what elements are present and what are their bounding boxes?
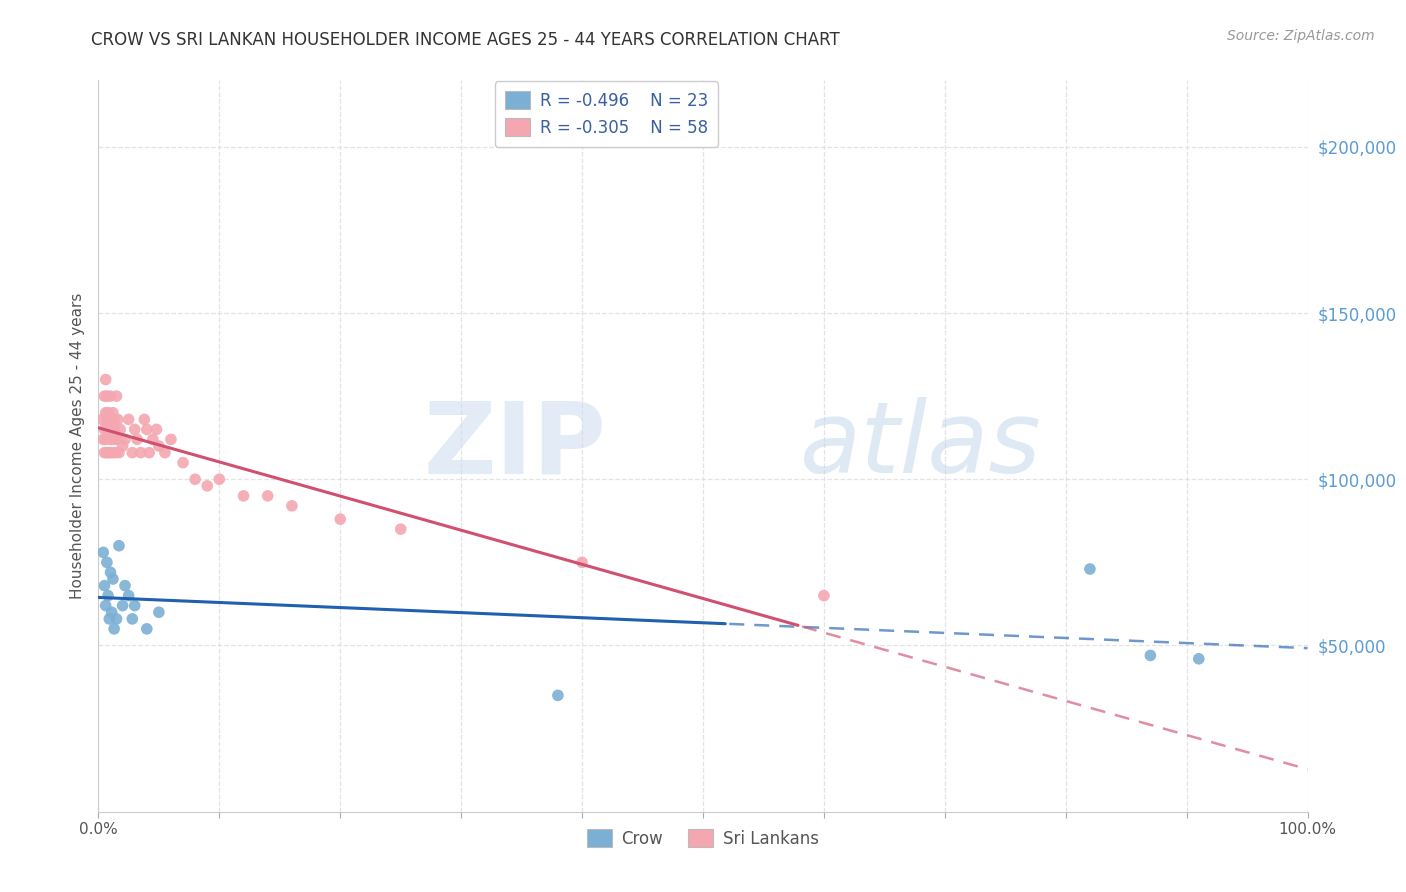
- Point: [145, 422, 167, 436]
- Point: [329, 512, 352, 526]
- Point: [571, 555, 593, 569]
- Point: [93, 579, 115, 593]
- Point: [94, 433, 117, 447]
- Point: [208, 472, 231, 486]
- Point: [97, 422, 120, 436]
- Point: [100, 445, 122, 459]
- Point: [100, 566, 122, 580]
- Text: Source: ZipAtlas.com: Source: ZipAtlas.com: [1227, 29, 1375, 43]
- Point: [172, 456, 194, 470]
- Point: [107, 412, 129, 426]
- Point: [547, 689, 569, 703]
- Point: [94, 406, 117, 420]
- Text: CROW VS SRI LANKAN HOUSEHOLDER INCOME AGES 25 - 44 YEARS CORRELATION CHART: CROW VS SRI LANKAN HOUSEHOLDER INCOME AG…: [91, 31, 841, 49]
- Point: [121, 445, 143, 459]
- Point: [108, 539, 131, 553]
- Point: [111, 599, 134, 613]
- Point: [98, 422, 121, 436]
- Point: [124, 599, 146, 613]
- Point: [813, 589, 835, 603]
- Point: [98, 412, 121, 426]
- Point: [94, 372, 117, 386]
- Text: ZIP: ZIP: [423, 398, 606, 494]
- Point: [93, 422, 115, 436]
- Point: [114, 433, 136, 447]
- Point: [100, 412, 122, 426]
- Point: [127, 433, 149, 447]
- Point: [100, 605, 122, 619]
- Point: [195, 479, 218, 493]
- Point: [97, 589, 120, 603]
- Point: [114, 579, 136, 593]
- Point: [281, 499, 304, 513]
- Point: [105, 433, 128, 447]
- Point: [134, 412, 156, 426]
- Y-axis label: Householder Income Ages 25 - 44 years: Householder Income Ages 25 - 44 years: [69, 293, 84, 599]
- Point: [94, 599, 117, 613]
- Point: [91, 412, 114, 426]
- Text: atlas: atlas: [800, 398, 1042, 494]
- Point: [103, 622, 125, 636]
- Point: [96, 555, 118, 569]
- Point: [153, 445, 176, 459]
- Point: [91, 433, 114, 447]
- Point: [124, 422, 146, 436]
- Point: [118, 412, 141, 426]
- Point: [93, 389, 115, 403]
- Point: [101, 572, 124, 586]
- Point: [100, 433, 122, 447]
- Point: [101, 445, 124, 459]
- Point: [121, 612, 143, 626]
- Point: [96, 412, 118, 426]
- Point: [148, 439, 170, 453]
- Point: [1139, 648, 1161, 663]
- Point: [256, 489, 278, 503]
- Point: [96, 389, 118, 403]
- Point: [148, 605, 170, 619]
- Point: [108, 445, 131, 459]
- Point: [389, 522, 412, 536]
- Point: [160, 433, 183, 447]
- Point: [111, 439, 134, 453]
- Point: [135, 622, 157, 636]
- Point: [105, 389, 128, 403]
- Point: [1188, 652, 1211, 666]
- Point: [129, 445, 152, 459]
- Point: [93, 445, 115, 459]
- Point: [104, 433, 127, 447]
- Point: [108, 422, 131, 436]
- Point: [97, 406, 120, 420]
- Point: [98, 612, 121, 626]
- Point: [97, 445, 120, 459]
- Point: [100, 433, 122, 447]
- Point: [118, 589, 141, 603]
- Point: [91, 545, 114, 559]
- Point: [142, 433, 165, 447]
- Point: [184, 472, 207, 486]
- Point: [138, 445, 160, 459]
- Legend: Crow, Sri Lankans: Crow, Sri Lankans: [579, 822, 827, 855]
- Point: [1078, 562, 1101, 576]
- Point: [232, 489, 254, 503]
- Point: [103, 412, 125, 426]
- Point: [100, 389, 122, 403]
- Point: [104, 445, 127, 459]
- Point: [135, 422, 157, 436]
- Point: [96, 445, 118, 459]
- Point: [103, 422, 125, 436]
- Point: [105, 612, 128, 626]
- Point: [101, 406, 124, 420]
